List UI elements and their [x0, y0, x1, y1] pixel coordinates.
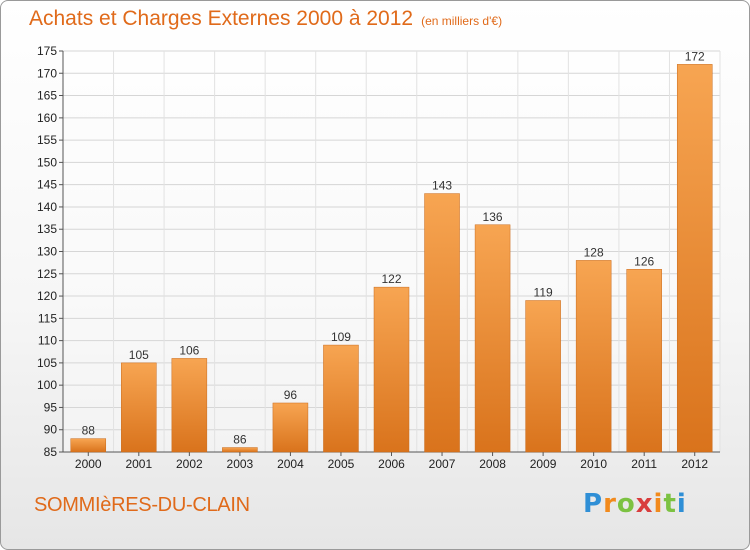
y-tick-label: 140 — [37, 200, 57, 214]
logo-letter: r — [603, 489, 617, 519]
chart-unit: (en milliers d'€) — [421, 14, 503, 28]
bar — [676, 64, 713, 453]
data-label: 86 — [233, 433, 247, 447]
data-label: 119 — [534, 286, 553, 300]
bar — [525, 300, 561, 453]
bar — [575, 260, 612, 453]
data-label: 105 — [129, 348, 149, 362]
data-label: 109 — [331, 330, 351, 344]
bar — [424, 193, 460, 453]
y-tick-label: 115 — [38, 311, 57, 325]
y-tick-label: 110 — [38, 334, 57, 348]
y-tick-label: 100 — [37, 378, 57, 392]
bar — [70, 438, 107, 453]
y-tick-label: 155 — [37, 133, 57, 147]
x-tick-label: 2012 — [681, 457, 708, 471]
x-tick-label: 2000 — [75, 457, 102, 471]
y-tick-label: 145 — [37, 178, 57, 192]
logo-letter: x — [635, 489, 654, 519]
bars — [70, 64, 713, 453]
data-label: 172 — [685, 49, 705, 63]
y-tick-label: 170 — [37, 66, 57, 80]
chart-title-text: Achats et Charges Externes 2000 à 2012 — [29, 7, 414, 30]
proxiti-logo[interactable]: Proxiti — [583, 489, 687, 519]
bar — [121, 362, 157, 453]
y-tick-label: 135 — [37, 222, 57, 236]
bar — [222, 447, 258, 453]
bar — [626, 269, 662, 453]
data-label: 143 — [432, 179, 452, 193]
y-tick-label: 105 — [37, 356, 57, 370]
bar — [171, 358, 208, 453]
data-label: 96 — [284, 388, 298, 402]
logo-letter: t — [663, 489, 677, 519]
y-tick-label: 120 — [37, 289, 57, 303]
labels: 85 90 95 100 105 110 115 120 125 130 135 140 145 150 1… — [37, 44, 708, 471]
x-tick-label: 2001 — [125, 457, 152, 471]
bar — [474, 224, 511, 453]
chart-title: Achats et Charges Externes 2000 à 2012 (e… — [29, 7, 502, 31]
data-label: 136 — [483, 210, 503, 224]
data-label: 128 — [584, 245, 604, 259]
bar — [323, 344, 359, 453]
y-tick-label: 90 — [44, 423, 58, 437]
y-tick-label: 150 — [37, 155, 57, 169]
y-tick-label: 160 — [37, 111, 57, 125]
logo-letter: i — [676, 489, 687, 519]
logo-letter: i — [653, 489, 664, 519]
data-label: 106 — [179, 343, 199, 357]
x-tick-label: 2004 — [277, 457, 304, 471]
x-tick-label: 2006 — [378, 457, 405, 471]
bar — [373, 286, 410, 453]
x-tick-label: 2007 — [429, 457, 456, 471]
data-label: 122 — [381, 272, 401, 286]
y-tick-label: 125 — [37, 267, 57, 281]
y-tick-label: 85 — [44, 445, 58, 459]
x-tick-label: 2008 — [479, 457, 506, 471]
y-tick-label: 165 — [37, 89, 57, 103]
y-tick-label: 130 — [37, 245, 57, 259]
logo-letter: P — [583, 489, 604, 519]
x-tick-label: 2009 — [530, 457, 557, 471]
data-label: 126 — [634, 254, 654, 268]
y-tick-label: 95 — [44, 400, 58, 414]
y-tick-label: 175 — [37, 44, 57, 58]
data-label: 88 — [82, 424, 96, 438]
town-name: SOMMIèRES-DU-CLAIN — [34, 494, 250, 516]
x-tick-label: 2011 — [631, 457, 657, 471]
x-tick-label: 2010 — [580, 457, 607, 471]
x-tick-label: 2002 — [176, 457, 203, 471]
logo-letter: o — [616, 489, 636, 519]
x-tick-label: 2005 — [328, 457, 355, 471]
bar — [272, 402, 309, 453]
x-tick-label: 2003 — [227, 457, 254, 471]
